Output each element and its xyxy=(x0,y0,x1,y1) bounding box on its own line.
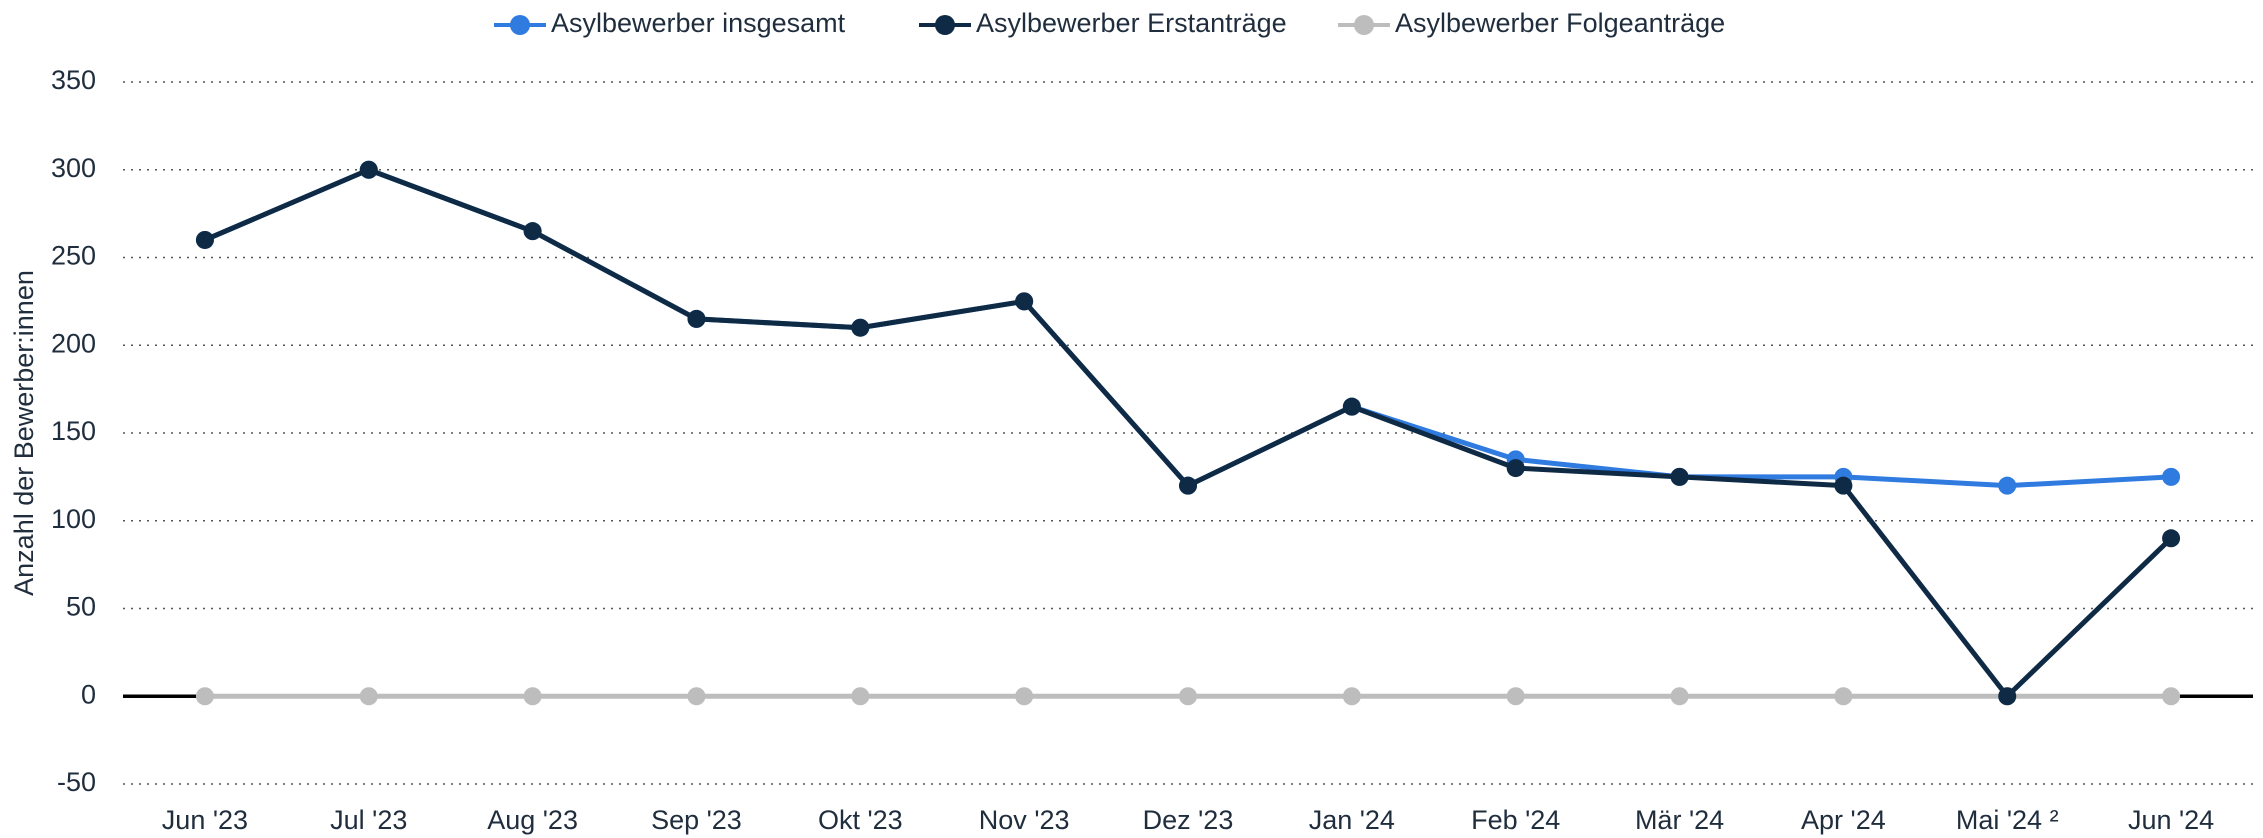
y-tick-label: 0 xyxy=(81,679,96,709)
y-tick-label: 350 xyxy=(51,65,96,95)
x-tick-label: Jun '23 xyxy=(162,805,248,835)
y-axis-label: Anzahl der Bewerber:innen xyxy=(9,270,39,596)
data-point xyxy=(1342,397,1361,416)
legend-label: Asylbewerber insgesamt xyxy=(551,8,846,38)
y-tick-label: 50 xyxy=(66,592,96,622)
data-point xyxy=(1834,476,1853,495)
data-point xyxy=(1015,687,1034,706)
x-tick-label: Feb '24 xyxy=(1471,805,1560,835)
legend-marker xyxy=(1354,15,1374,35)
data-point xyxy=(359,687,378,706)
data-point xyxy=(359,160,378,179)
y-tick-label: 200 xyxy=(51,328,96,358)
data-point xyxy=(1998,476,2017,495)
data-point xyxy=(1506,459,1525,478)
x-tick-label: Apr '24 xyxy=(1801,805,1886,835)
data-point xyxy=(1342,687,1361,706)
y-tick-label: -50 xyxy=(57,767,96,797)
data-point xyxy=(687,687,706,706)
x-tick-label: Dez '23 xyxy=(1143,805,1234,835)
x-tick-label: Jul '23 xyxy=(330,805,407,835)
data-point xyxy=(195,687,214,706)
data-point xyxy=(523,687,542,706)
legend-marker xyxy=(510,15,530,35)
legend-marker xyxy=(935,15,955,35)
y-tick-label: 250 xyxy=(51,241,96,271)
y-tick-label: 300 xyxy=(51,153,96,183)
data-point xyxy=(1179,687,1197,706)
data-point xyxy=(1998,687,2017,706)
data-point xyxy=(1834,687,1853,706)
legend-label: Asylbewerber Folgeanträge xyxy=(1395,8,1725,38)
data-point xyxy=(851,318,870,337)
data-point xyxy=(1179,476,1197,495)
data-point xyxy=(1670,687,1689,706)
data-point xyxy=(687,309,706,328)
y-tick-label: 100 xyxy=(51,504,96,534)
x-tick-label: Nov '23 xyxy=(979,805,1070,835)
y-tick-label: 150 xyxy=(51,416,96,446)
x-tick-label: Mai '24 ² xyxy=(1956,805,2059,835)
data-point xyxy=(1506,687,1525,706)
data-point xyxy=(2162,687,2181,706)
x-tick-label: Aug '23 xyxy=(487,805,578,835)
x-tick-label: Mär '24 xyxy=(1635,805,1724,835)
x-tick-label: Sep '23 xyxy=(651,805,742,835)
data-point xyxy=(2162,529,2181,548)
data-point xyxy=(523,222,542,241)
data-point xyxy=(195,230,214,249)
data-point xyxy=(851,687,870,706)
data-point xyxy=(1670,467,1689,486)
x-tick-label: Okt '23 xyxy=(818,805,903,835)
data-point xyxy=(2162,467,2181,486)
legend-label: Asylbewerber Erstanträge xyxy=(976,8,1287,38)
x-tick-label: Jan '24 xyxy=(1309,805,1395,835)
data-point xyxy=(1015,292,1034,311)
x-tick-label: Jun '24 xyxy=(2128,805,2214,835)
